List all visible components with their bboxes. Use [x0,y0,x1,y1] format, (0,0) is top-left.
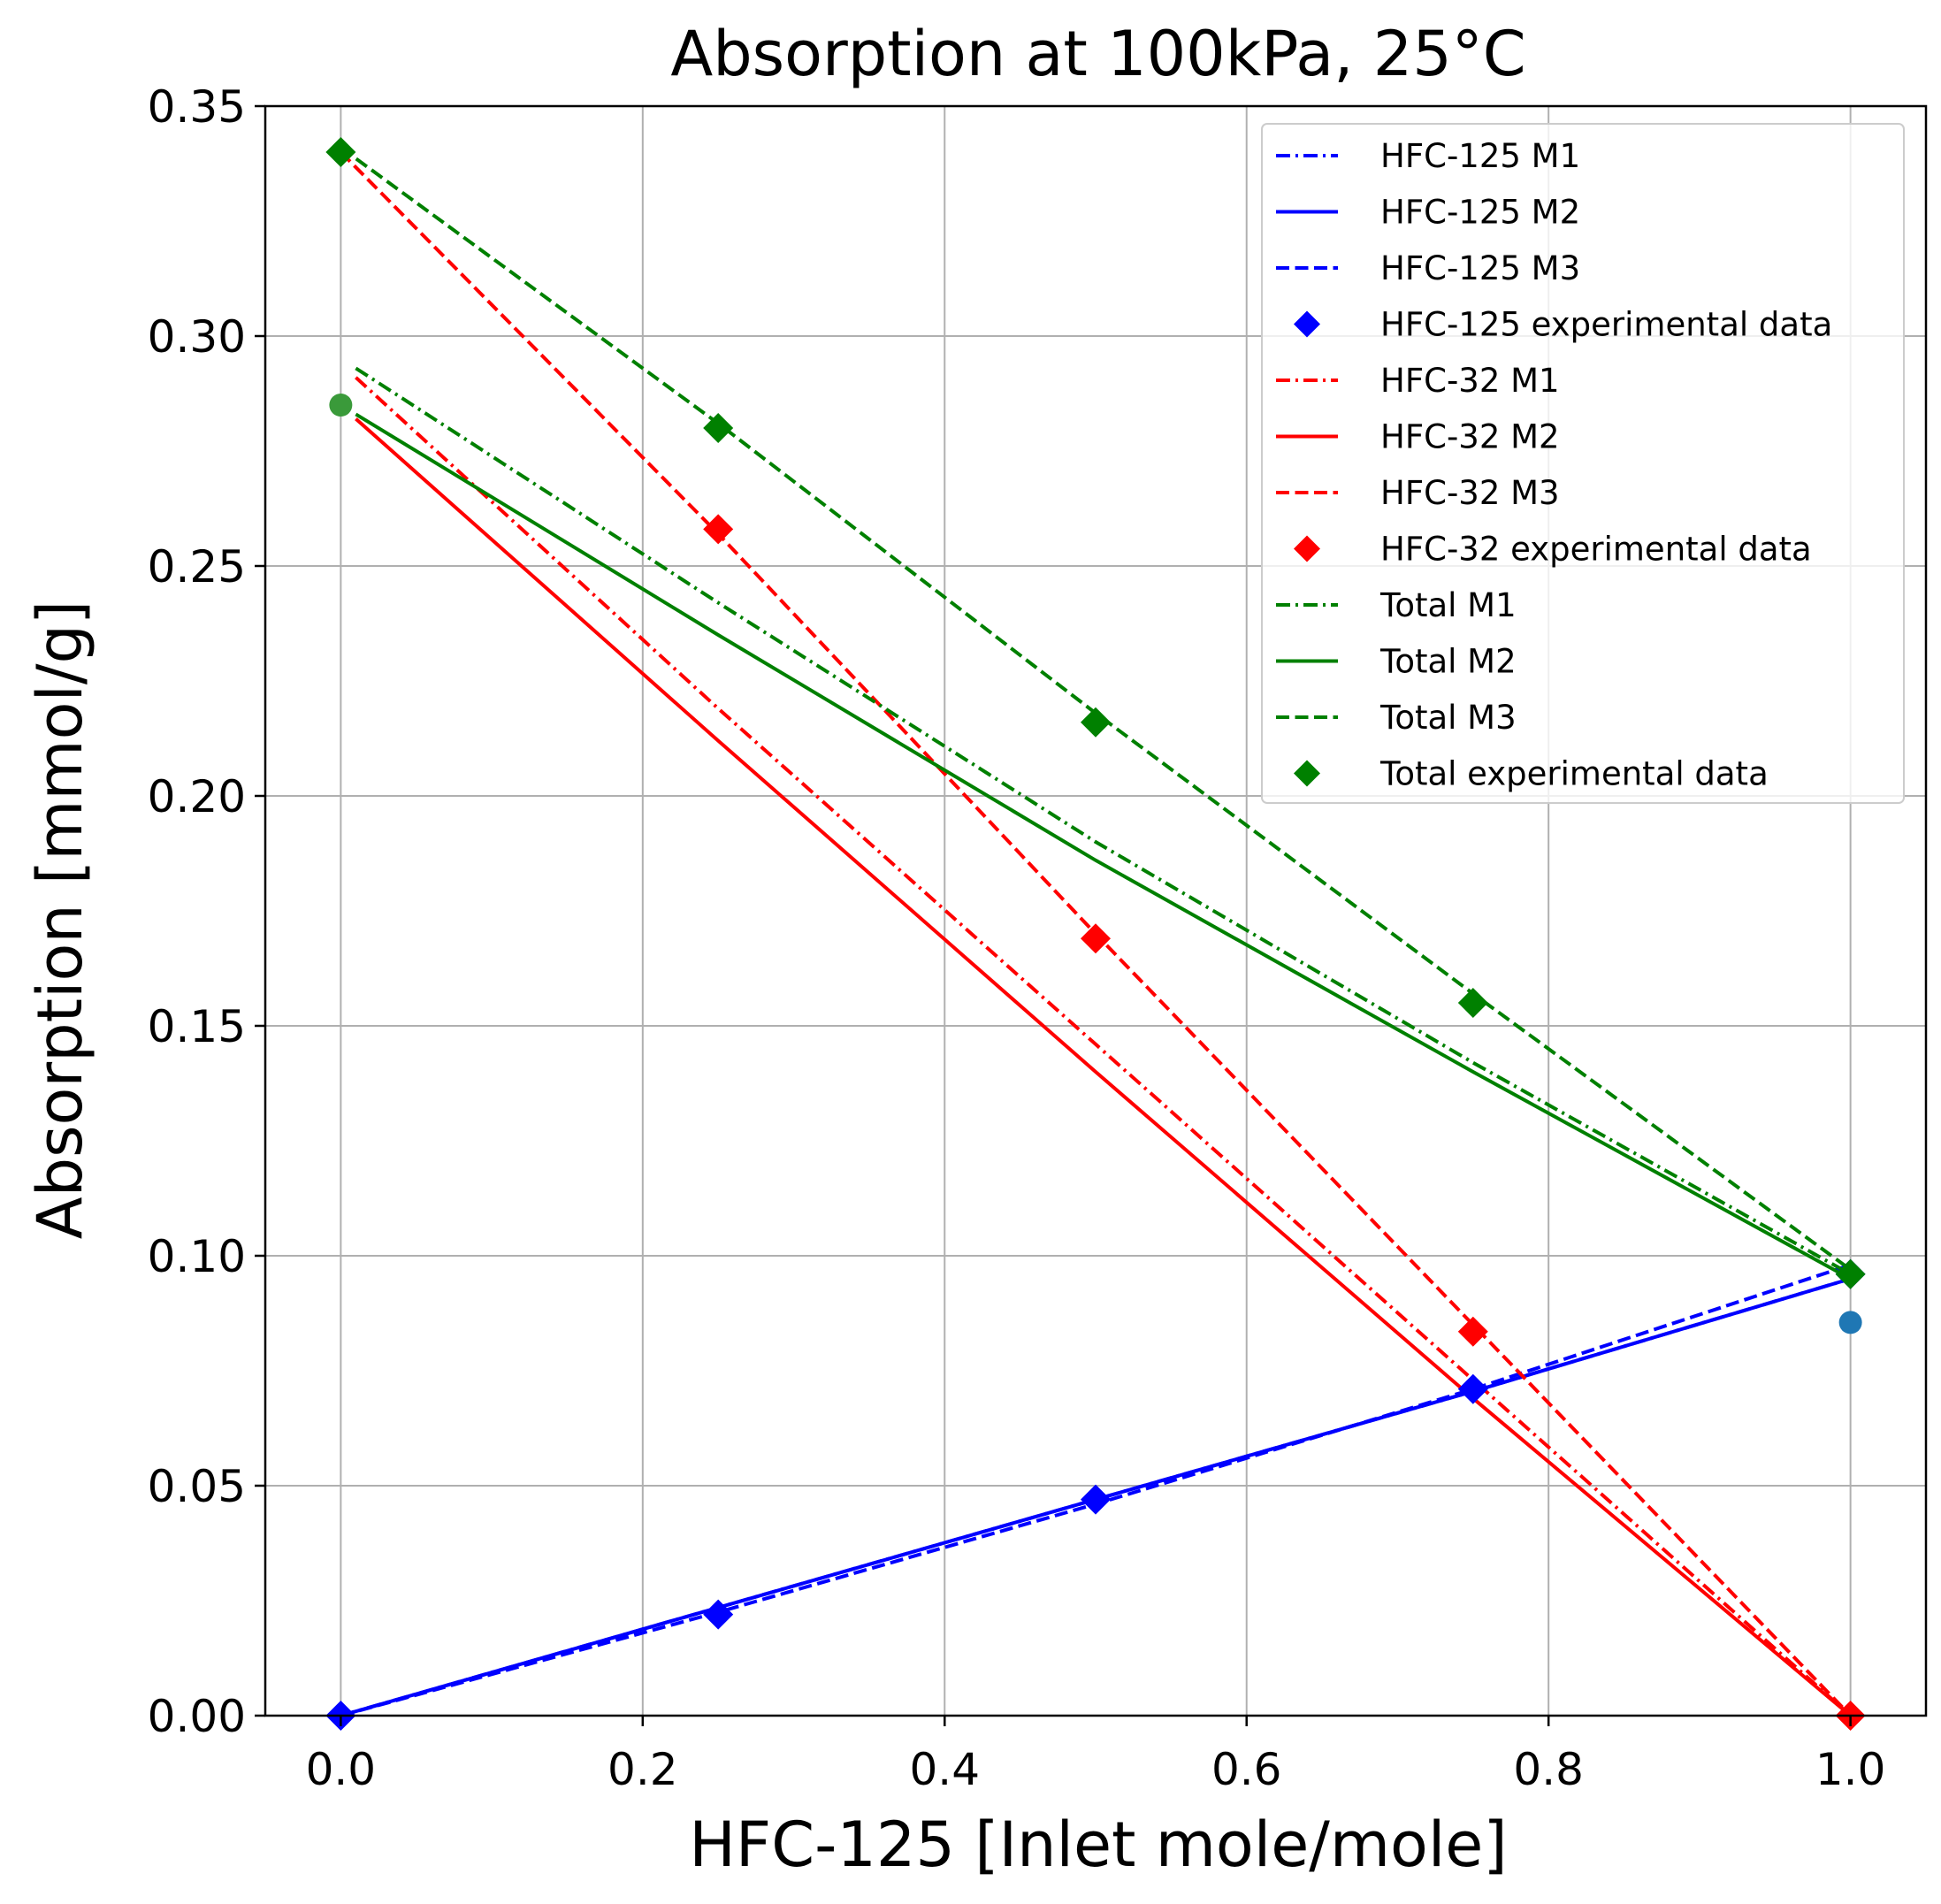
y-tick-label: 0.35 [148,81,246,133]
data-point-marker [1457,988,1488,1018]
x-tick-label: 0.6 [1211,1744,1282,1795]
data-point-marker [325,137,356,167]
y-axis-label: Absorption [mmol/g] [24,600,96,1239]
legend: HFC-125 M1 HFC-125 M2 HFC-125 M3 HFC-125 ex… [1261,123,1905,804]
data-point [1838,1311,1862,1334]
y-tick-label: 0.15 [148,1001,246,1052]
y-tick-label: 0.05 [148,1461,246,1512]
legend-label: HFC-125 M1 [1380,137,1580,175]
data-point-marker [1081,923,1111,954]
data-point-marker [703,413,734,443]
x-axis-label: HFC-125 [Inlet mole/mole] [689,1808,1507,1881]
data-point-marker [1457,1373,1488,1404]
y-tick-label: 0.10 [148,1231,246,1282]
data-point [329,394,353,417]
legend-box [1261,123,1905,804]
x-tick-label: 0.4 [910,1744,981,1795]
series-line [355,376,1852,1717]
data-point-marker [1835,1258,1866,1289]
data-point-marker [1457,1316,1488,1347]
legend-label: Total M1 [1379,586,1517,624]
legend-label: Total experimental data [1379,755,1769,793]
x-tick-label: 0.0 [306,1744,377,1795]
legend-marker [1294,760,1320,787]
legend-label: Total M3 [1379,699,1517,737]
legend-label: HFC-125 experimental data [1380,306,1832,344]
data-point-marker [1081,707,1111,738]
series-line [355,417,1852,1717]
data-point-marker [1081,1484,1111,1515]
legend-label: HFC-125 M2 [1380,194,1580,232]
series-line [355,412,1852,1281]
series-line [355,366,1852,1276]
y-tick-label: 0.00 [148,1691,246,1742]
legend-marker [1294,310,1320,338]
y-tick-label: 0.20 [148,771,246,822]
chart-title: Absorption at 100kPa, 25°C [670,18,1525,90]
legend-marker [1294,535,1320,562]
legend-label: HFC-32 M1 [1380,362,1560,400]
x-tick-label: 0.8 [1513,1744,1584,1795]
legend-label: HFC-32 M2 [1380,418,1560,456]
y-axis-ticks: 0.00 0.05 0.10 0.15 0.20 0.25 0.30 0.35 [148,81,265,1742]
legend-label: HFC-32 M3 [1380,474,1560,512]
legend-label: HFC-125 M3 [1380,249,1580,287]
y-tick-label: 0.25 [148,541,246,593]
data-point-marker [703,514,734,545]
data-point-marker [703,1599,734,1630]
y-tick-label: 0.30 [148,311,246,363]
plot-series [325,137,1866,1731]
legend-label: Total M2 [1379,643,1517,681]
x-tick-label: 1.0 [1815,1744,1886,1795]
plot-frame [264,104,1928,1717]
x-axis-ticks: 0.0 0.2 0.4 0.6 0.8 1.0 [306,1716,1886,1795]
legend-label: HFC-32 experimental data [1380,531,1812,569]
x-tick-label: 0.2 [608,1744,678,1795]
